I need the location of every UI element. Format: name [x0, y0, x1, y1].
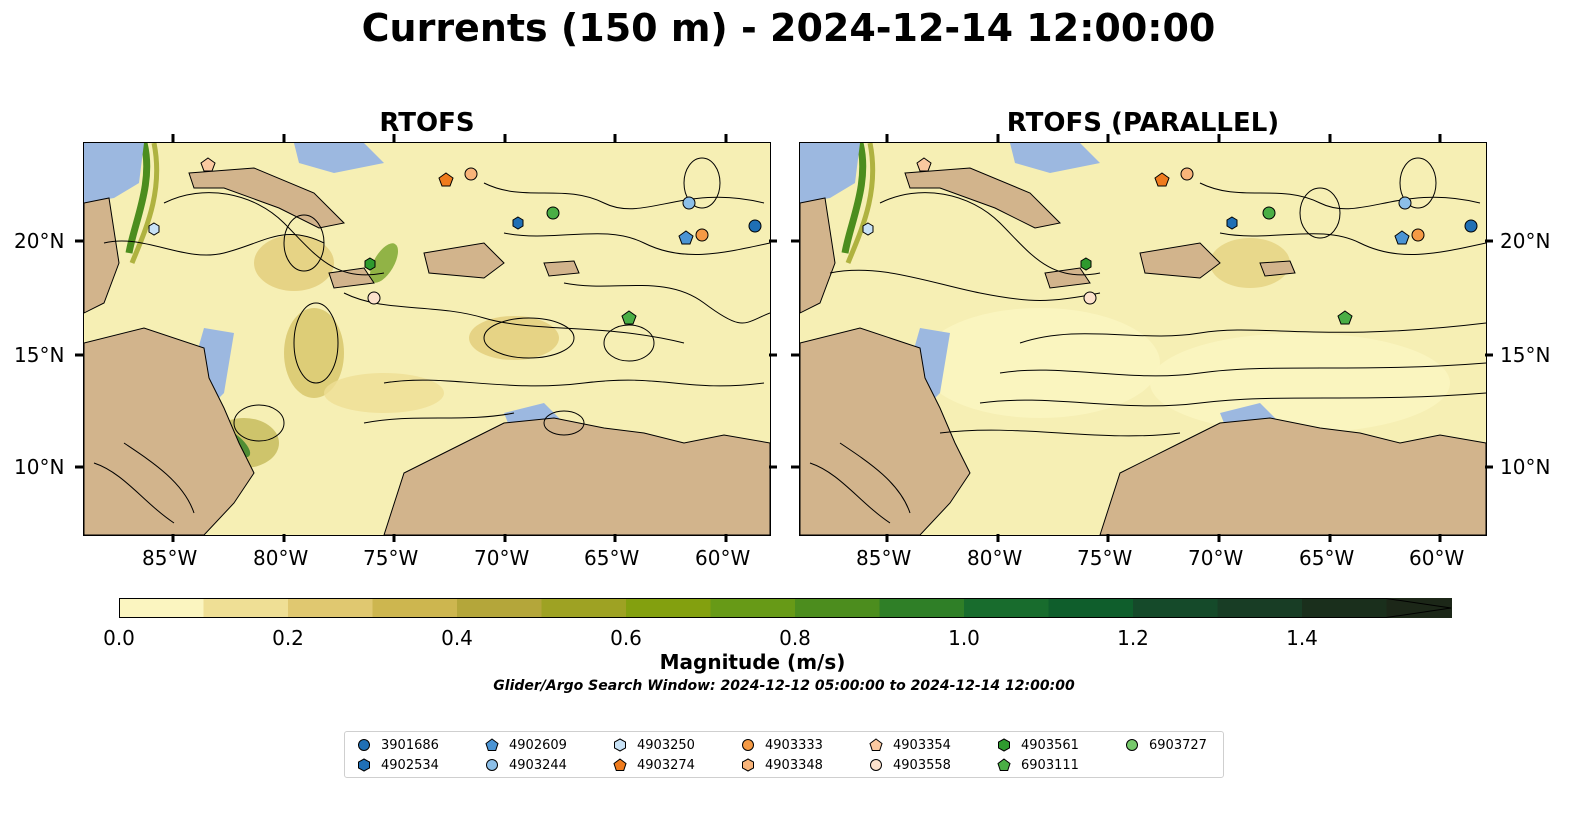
colorbar-segment — [1133, 598, 1218, 618]
legend: 3901686 4902534 4902609 4903244 4903250 49032… — [344, 731, 1224, 778]
lon-label-left-85w: 85°W — [142, 546, 198, 570]
pentagon-marker-icon — [997, 758, 1011, 771]
hexagon-marker-icon — [358, 758, 370, 772]
colorbar-segment — [457, 598, 542, 618]
legend-label: 4903558 — [893, 757, 951, 773]
legend-item: 6903727 — [1125, 736, 1207, 754]
circle-marker-icon — [486, 759, 498, 771]
figure-title: Currents (150 m) - 2024-12-14 12:00:00 — [361, 6, 1216, 50]
circle-marker-icon — [742, 739, 754, 751]
lat-label-left-15n: 15°N — [14, 343, 65, 367]
circle-marker-icon — [870, 759, 882, 771]
map-rtofs — [83, 142, 771, 536]
lon-label-right-85w: 85°W — [856, 546, 912, 570]
legend-item: 4903250 — [613, 736, 695, 754]
legend-item: 4903354 — [869, 736, 951, 754]
lon-label-left-80w: 80°W — [253, 546, 309, 570]
search-window-note: Glider/Argo Search Window: 2024-12-12 05… — [493, 678, 1075, 694]
colorbar-extend-arrow — [1386, 598, 1452, 618]
pentagon-marker-icon — [869, 738, 883, 751]
legend-item: 4903561 — [997, 736, 1079, 754]
panel-title-rtofs-parallel: RTOFS (PARALLEL) — [1006, 108, 1280, 138]
legend-item: 4903244 — [485, 756, 567, 774]
colorbar-segment — [964, 598, 1049, 618]
lon-label-left-60w: 60°W — [695, 546, 751, 570]
lon-label-right-65w: 65°W — [1299, 546, 1355, 570]
lon-label-left-70w: 70°W — [474, 546, 530, 570]
lon-label-right-80w: 80°W — [967, 546, 1023, 570]
colorbar-segment — [795, 598, 880, 618]
colorbar-tick-0-6: 0.6 — [610, 626, 642, 650]
pentagon-marker-icon — [613, 758, 627, 771]
legend-label: 4903354 — [893, 737, 951, 753]
lon-label-left-75w: 75°W — [363, 546, 419, 570]
colorbar — [119, 598, 1472, 618]
map-rtofs-parallel — [799, 142, 1487, 536]
legend-item: 4902534 — [357, 756, 439, 774]
legend-item: 4903558 — [869, 756, 951, 774]
colorbar-tick-0-4: 0.4 — [441, 626, 473, 650]
legend-item: 4903333 — [741, 736, 823, 754]
legend-label: 4903333 — [765, 737, 823, 753]
legend-label: 4903348 — [765, 757, 823, 773]
colorbar-segment — [626, 598, 711, 618]
legend-label: 3901686 — [381, 737, 439, 753]
legend-item: 4903274 — [613, 756, 695, 774]
lat-label-left-10n: 10°N — [14, 455, 65, 479]
map-rtofs-parallel-svg — [800, 143, 1486, 535]
lat-label-left-20n: 20°N — [14, 229, 65, 253]
colorbar-segment — [119, 598, 204, 618]
legend-label: 6903111 — [1021, 757, 1079, 773]
colorbar-svg — [119, 598, 1472, 618]
hexagon-marker-icon — [742, 758, 754, 772]
legend-item: 6903111 — [997, 756, 1079, 774]
colorbar-segment — [879, 598, 965, 618]
legend-item: 3901686 — [357, 736, 439, 754]
colorbar-segment — [1048, 598, 1134, 618]
colorbar-segment — [1302, 598, 1387, 618]
hexagon-marker-icon — [998, 738, 1010, 752]
colorbar-outline — [119, 598, 1452, 618]
map-rtofs-svg — [84, 143, 770, 535]
colorbar-segment — [288, 598, 373, 618]
colorbar-tick-1-2: 1.2 — [1117, 626, 1149, 650]
lon-label-right-75w: 75°W — [1077, 546, 1133, 570]
legend-label: 4903561 — [1021, 737, 1079, 753]
lon-label-right-70w: 70°W — [1188, 546, 1244, 570]
colorbar-segment — [372, 598, 458, 618]
colorbar-tick-0-0: 0.0 — [103, 626, 135, 650]
lat-label-right-20n: 20°N — [1500, 229, 1551, 253]
panel-title-rtofs: RTOFS — [379, 108, 475, 138]
lon-label-left-65w: 65°W — [584, 546, 640, 570]
colorbar-segment — [1217, 598, 1303, 618]
colorbar-tick-1-4: 1.4 — [1286, 626, 1318, 650]
legend-label: 6903727 — [1149, 737, 1207, 753]
circle-marker-icon — [358, 739, 370, 751]
legend-item: 4902609 — [485, 736, 567, 754]
hexagon-marker-icon — [614, 738, 626, 752]
legend-item: 4903348 — [741, 756, 823, 774]
colorbar-segment — [710, 598, 796, 618]
colorbar-label: Magnitude (m/s) — [659, 650, 846, 674]
legend-label: 4903250 — [637, 737, 695, 753]
circle-marker-icon — [1126, 739, 1138, 751]
legend-label: 4902609 — [509, 737, 567, 753]
colorbar-tick-0-8: 0.8 — [779, 626, 811, 650]
colorbar-segment — [203, 598, 289, 618]
lat-label-right-10n: 10°N — [1500, 455, 1551, 479]
lon-label-right-60w: 60°W — [1409, 546, 1465, 570]
pentagon-marker-icon — [485, 738, 499, 751]
colorbar-segment — [541, 598, 627, 618]
legend-label: 4903274 — [637, 757, 695, 773]
colorbar-tick-1-0: 1.0 — [948, 626, 980, 650]
lat-label-right-15n: 15°N — [1500, 343, 1551, 367]
legend-label: 4903244 — [509, 757, 567, 773]
colorbar-tick-0-2: 0.2 — [272, 626, 304, 650]
legend-label: 4902534 — [381, 757, 439, 773]
